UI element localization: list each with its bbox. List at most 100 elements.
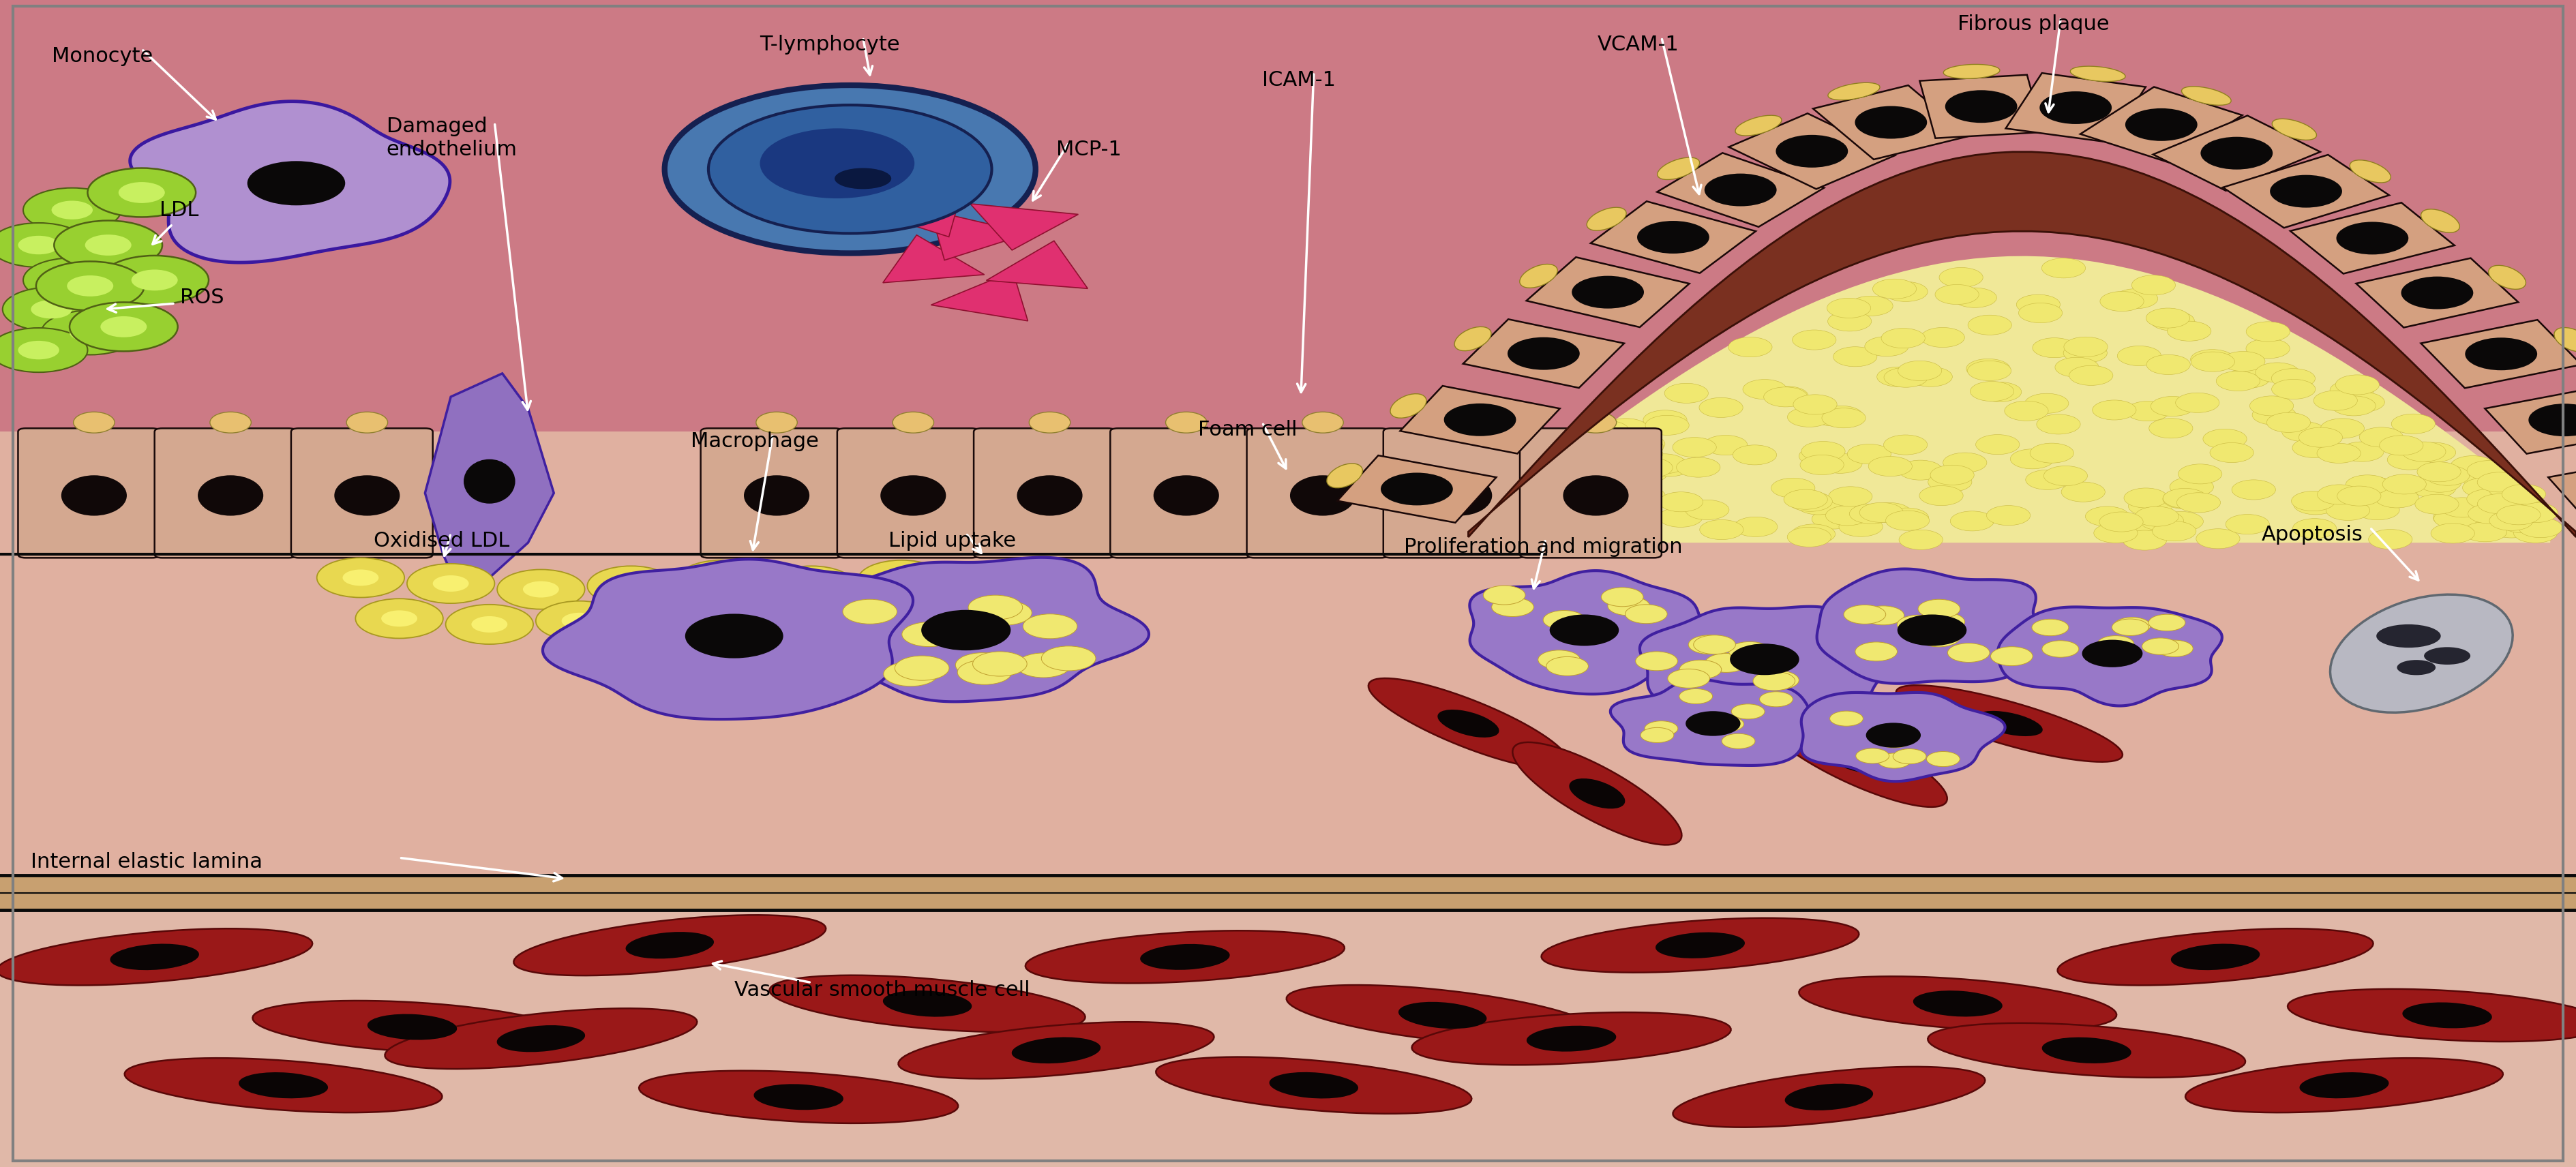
Circle shape [343, 569, 379, 586]
Polygon shape [1798, 977, 2117, 1030]
Polygon shape [930, 271, 1028, 321]
Circle shape [1942, 453, 1986, 473]
Circle shape [2427, 466, 2470, 485]
Circle shape [902, 622, 956, 647]
Circle shape [2251, 405, 2295, 425]
Ellipse shape [1520, 264, 1558, 288]
Text: Damaged
endothelium: Damaged endothelium [386, 117, 518, 160]
Circle shape [2226, 515, 2269, 534]
Circle shape [2056, 357, 2099, 377]
Circle shape [446, 605, 533, 644]
Ellipse shape [894, 412, 933, 433]
Circle shape [1790, 524, 1834, 544]
Circle shape [2416, 462, 2460, 482]
Circle shape [1801, 441, 1844, 461]
Circle shape [1855, 748, 1888, 763]
Circle shape [18, 341, 59, 359]
Circle shape [1566, 439, 1610, 459]
Circle shape [2468, 504, 2512, 524]
Circle shape [1538, 650, 1579, 669]
Polygon shape [2154, 116, 2321, 190]
Circle shape [23, 188, 121, 232]
Circle shape [1592, 474, 1636, 494]
Polygon shape [544, 559, 912, 719]
Polygon shape [2548, 455, 2576, 523]
Circle shape [1883, 435, 1927, 455]
Circle shape [1041, 647, 1095, 671]
Polygon shape [1528, 257, 1690, 327]
Circle shape [2331, 396, 2375, 415]
Ellipse shape [1141, 944, 1229, 970]
Circle shape [894, 656, 948, 680]
Circle shape [1860, 503, 1904, 523]
Polygon shape [1927, 1023, 2246, 1077]
Circle shape [2434, 509, 2478, 529]
Circle shape [1880, 328, 1924, 348]
Circle shape [1685, 711, 1741, 736]
Circle shape [2164, 488, 2208, 508]
Circle shape [1643, 721, 1677, 736]
Circle shape [1953, 288, 1996, 308]
Circle shape [2488, 478, 2532, 498]
Polygon shape [1463, 320, 1623, 387]
Circle shape [1646, 456, 1690, 476]
Circle shape [2367, 530, 2411, 550]
Ellipse shape [2396, 661, 2434, 675]
Circle shape [1620, 434, 1664, 454]
Polygon shape [1656, 153, 1824, 226]
Circle shape [1968, 315, 2012, 335]
Circle shape [1602, 587, 1643, 607]
Circle shape [1847, 445, 1891, 464]
Circle shape [2043, 466, 2087, 485]
Circle shape [1886, 728, 1919, 743]
Circle shape [1680, 661, 1721, 679]
Circle shape [1978, 382, 2022, 401]
Circle shape [858, 560, 945, 600]
Circle shape [708, 105, 992, 233]
Circle shape [88, 168, 196, 217]
FancyBboxPatch shape [1247, 428, 1388, 558]
Ellipse shape [209, 412, 250, 433]
Circle shape [1721, 734, 1754, 749]
Circle shape [2151, 310, 2195, 330]
Circle shape [118, 182, 165, 203]
Ellipse shape [1976, 711, 2043, 736]
Circle shape [2488, 518, 2532, 538]
Circle shape [2025, 393, 2069, 413]
Polygon shape [1728, 113, 1896, 189]
Circle shape [2342, 392, 2385, 412]
Circle shape [2148, 418, 2192, 438]
Circle shape [2215, 371, 2259, 391]
Circle shape [2494, 488, 2537, 508]
Circle shape [1821, 408, 1865, 428]
Circle shape [2249, 396, 2293, 415]
Circle shape [2141, 511, 2184, 531]
Circle shape [1878, 753, 1911, 768]
Circle shape [1865, 336, 1909, 356]
Circle shape [1602, 531, 1646, 551]
Circle shape [1765, 386, 1808, 406]
Text: Vascular smooth muscle cell: Vascular smooth muscle cell [734, 980, 1030, 1000]
Ellipse shape [1736, 116, 1783, 135]
Circle shape [2434, 508, 2478, 527]
Circle shape [1546, 657, 1589, 676]
Ellipse shape [2421, 209, 2460, 232]
Ellipse shape [884, 991, 971, 1016]
Circle shape [1492, 598, 1533, 616]
Ellipse shape [1291, 475, 1355, 516]
Circle shape [1935, 285, 1978, 305]
Polygon shape [2184, 1058, 2504, 1112]
Polygon shape [1641, 607, 1899, 712]
Circle shape [1543, 610, 1584, 629]
Circle shape [969, 595, 1023, 620]
Circle shape [2354, 501, 2398, 520]
Circle shape [2329, 380, 2372, 400]
Circle shape [2030, 443, 2074, 463]
Ellipse shape [1427, 475, 1492, 516]
Circle shape [2087, 506, 2130, 526]
Circle shape [1801, 455, 1844, 475]
Circle shape [2383, 474, 2427, 494]
Circle shape [1855, 106, 1927, 139]
Polygon shape [2007, 74, 2146, 142]
Circle shape [1759, 692, 1793, 707]
